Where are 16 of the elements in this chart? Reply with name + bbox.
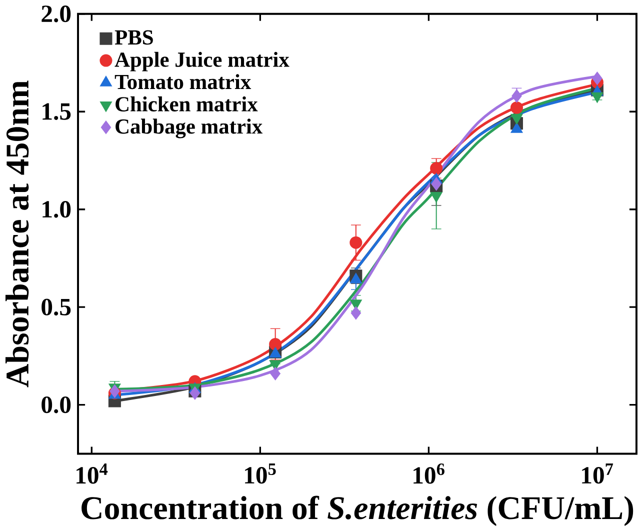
y-tick-label: 2.0: [42, 5, 71, 22]
legend-label: PBS: [114, 30, 153, 44]
y-tick-label: 0.0: [42, 396, 71, 414]
y-tick-label: 1.5: [42, 103, 71, 120]
x-tick-label: 10$^{7}$: [582, 463, 614, 484]
legend-label: Chicken matrix: [116, 96, 258, 112]
legend-label: Apple Juice matrix: [114, 52, 290, 72]
y-axis-title: Absorbance at 450nm: [6, 80, 29, 388]
x-tick-label: 10$^{4}$: [76, 463, 108, 484]
y-tick-label: 0.5: [42, 298, 71, 316]
x-axis-title: Concentration of S.enterities (CFU/mL): [82, 496, 634, 526]
legend-label: Cabbage matrix: [116, 118, 263, 138]
y-tick-label: 1.0: [42, 200, 71, 218]
x-tick-label: 10$^{6}$: [414, 463, 444, 484]
legend-label: Tomato matrix: [114, 74, 252, 89]
x-tick-label: 10$^{5}$: [245, 463, 276, 484]
